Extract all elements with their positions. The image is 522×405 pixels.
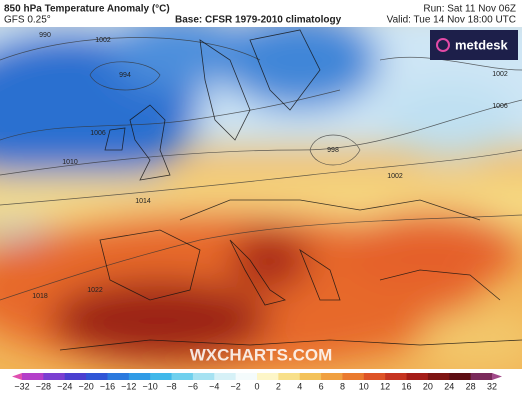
legend-swatch (385, 373, 408, 380)
legend-tick-label: −8 (166, 381, 176, 391)
legend-tick-label: −6 (188, 381, 198, 391)
logo-box (430, 30, 518, 60)
legend-swatch (342, 373, 365, 380)
legend-swatch (363, 373, 386, 380)
valid: Valid: Tue 14 Nov 18:00 UTC (387, 15, 516, 26)
legend-swatch (449, 373, 472, 380)
isobar-label: 1006 (90, 130, 106, 137)
isobar-label: 1014 (135, 198, 151, 205)
legend-tick-label: 6 (319, 381, 324, 391)
model: GFS 0.25° (4, 15, 51, 26)
legend-swatch (299, 373, 322, 380)
legend-swatch (64, 373, 87, 380)
legend-tick-label: 4 (297, 381, 302, 391)
isobar-label: 990 (39, 32, 51, 39)
legend-tick-label: 12 (380, 381, 390, 391)
isobar-label: 1002 (387, 173, 403, 180)
title: 850 hPa Temperature Anomaly (°C) (4, 4, 170, 15)
isobar-label: 998 (327, 147, 339, 154)
legend-end (492, 373, 502, 380)
run: Run: Sat 11 Nov 06Z (423, 4, 516, 15)
isobar-label: 1022 (87, 287, 103, 294)
legend-swatch (427, 373, 450, 380)
legend-tick-label: 32 (487, 381, 497, 391)
legend-tick-label: 2 (276, 381, 281, 391)
legend-end (12, 373, 22, 380)
watermark: WXCHARTS.COM (190, 345, 333, 364)
logo: metdesk (455, 37, 509, 52)
base: Base: CFSR 1979-2010 climatology (175, 15, 342, 26)
legend-swatch (321, 373, 343, 380)
legend-tick-label: −16 (100, 381, 115, 391)
legend-swatch (150, 373, 173, 380)
legend-swatch (43, 373, 66, 380)
logo-icon (436, 38, 450, 52)
legend-tick-label: 8 (340, 381, 345, 391)
legend-tick-label: −10 (143, 381, 158, 391)
legend-tick-label: −32 (14, 381, 29, 391)
isobar-label: 1010 (62, 159, 78, 166)
legend-tick-label: −28 (36, 381, 51, 391)
legend-tick-label: 16 (402, 381, 412, 391)
legend-swatch (86, 373, 108, 380)
isobar-label: 1018 (32, 293, 48, 300)
coastlines (59, 29, 522, 351)
legend-tick-label: 28 (466, 381, 476, 391)
legend-tick-label: 24 (444, 381, 454, 391)
isobar-labels: 990 1002 994 1006 1010 1014 998 1002 1002 1006 101… (32, 32, 508, 300)
legend-swatch (171, 373, 194, 380)
legend-tick-label: 20 (423, 381, 433, 391)
legend-swatch (257, 373, 279, 380)
legend-swatch (278, 373, 301, 380)
isobar-lines (0, 37, 522, 301)
isobar-label: 1006 (492, 103, 508, 110)
legend-swatch (214, 373, 237, 380)
legend-swatch (470, 373, 493, 380)
isobar-label: 1002 (95, 37, 111, 44)
legend-swatch (192, 373, 215, 380)
legend-swatch (406, 373, 429, 380)
isobar-label: 1002 (492, 71, 508, 78)
legend-swatch (107, 373, 130, 380)
legend-swatch (128, 373, 151, 380)
legend-tick-label: −4 (209, 381, 219, 391)
legend-tick-label: −24 (57, 381, 72, 391)
legend-tick-label: −2 (231, 381, 241, 391)
color-legend: −32 −28 −24 −20 −16 −12 −10 −8 −6 −4 −2 0 2 4 6 8 10 12 16… (12, 373, 502, 391)
legend-swatch (235, 373, 258, 380)
legend-tick-label: 0 (254, 381, 259, 391)
legend-tick-label: −20 (78, 381, 93, 391)
legend-swatch (22, 373, 44, 380)
isobar-label: 994 (119, 72, 131, 79)
legend-tick-label: −12 (121, 381, 136, 391)
legend-tick-label: 10 (359, 381, 369, 391)
